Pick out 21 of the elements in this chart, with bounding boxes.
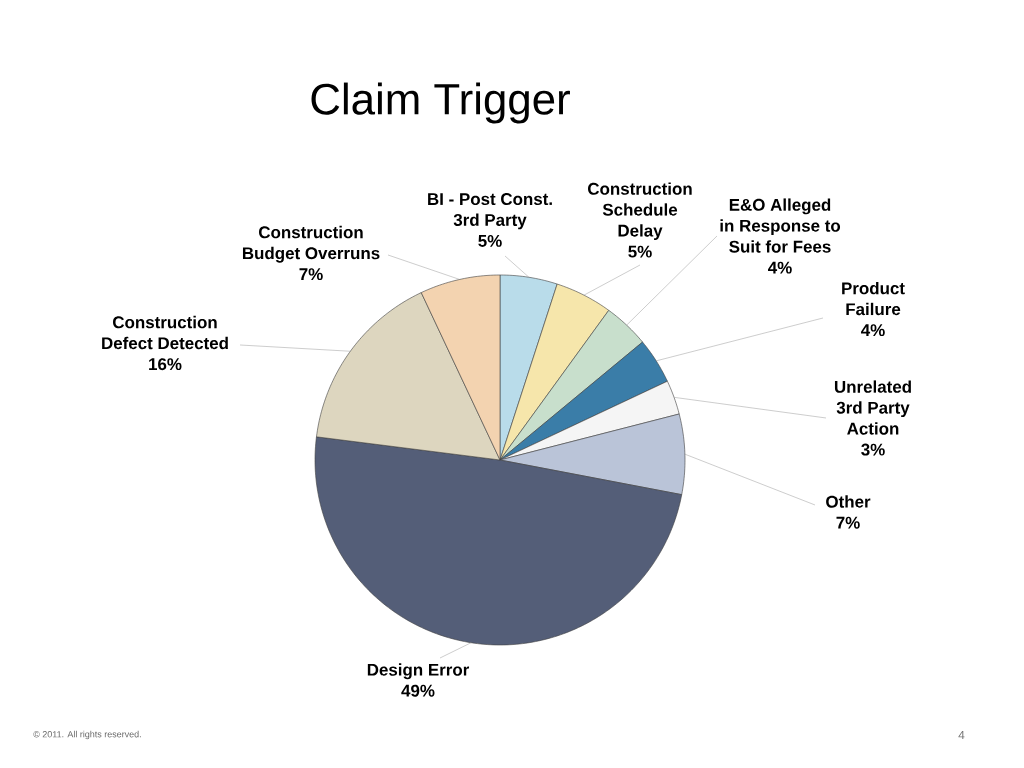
slice-label: Product Failure <box>842 281 905 316</box>
chart-title: Claim Trigger <box>311 82 570 124</box>
data-label: 7% <box>836 516 860 529</box>
slice-label: Construction Budget Overruns <box>242 225 380 263</box>
data-label: 4% <box>861 324 885 337</box>
slice-label: E&O Alleged in Response to Suit for Fees <box>720 198 841 253</box>
slice-label: Construction Schedule Delay <box>588 182 692 241</box>
slice-label: Design Error <box>367 663 470 680</box>
slice-label: Other <box>826 495 871 508</box>
data-label: 7% <box>299 268 323 281</box>
data-label: 16% <box>149 358 182 371</box>
slice-label: Construction Defect Detected <box>102 315 228 350</box>
text: © 2011. All rights reserved. <box>33 730 141 740</box>
data-label: 49% <box>401 684 435 697</box>
data-label: 5% <box>628 245 652 258</box>
data-label: 5% <box>478 234 502 247</box>
data-label: 3% <box>861 443 885 456</box>
slice-label: Unrelated 3rd Party Action <box>834 380 911 435</box>
slice-label: BI - Post Const. 3rd Party <box>428 193 552 230</box>
data-label: 4% <box>768 261 792 274</box>
text: 4 <box>958 730 965 740</box>
